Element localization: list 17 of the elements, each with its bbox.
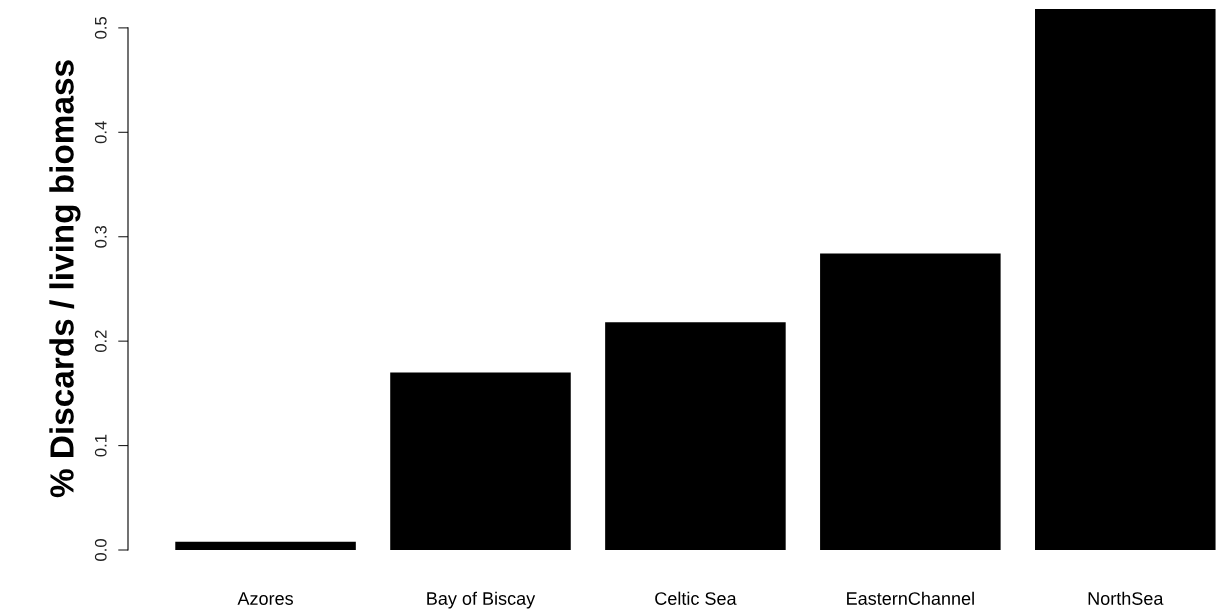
y-axis-title: % Discards / living biomass: [49, 60, 81, 498]
x-tick-label: NorthSea: [1088, 591, 1164, 605]
bar: [390, 372, 571, 550]
x-tick-label: Celtic Sea: [655, 591, 737, 605]
x-tick-label: Bay of Biscay: [427, 591, 536, 609]
y-tick-label: 0.0: [94, 539, 107, 561]
y-tick-label: 0.3: [94, 225, 107, 248]
y-tick-label: 0.1: [94, 434, 107, 457]
bar: [820, 253, 1001, 550]
bar: [605, 322, 786, 550]
y-tick-label: 0.4: [94, 121, 107, 144]
x-tick-label: EasternChannel: [847, 591, 974, 605]
bar: [175, 541, 356, 550]
bar: [1035, 9, 1216, 550]
y-tick-label: 0.2: [94, 330, 107, 353]
x-tick-label: Azores: [237, 592, 293, 605]
y-tick-label: 0.5: [94, 17, 107, 39]
